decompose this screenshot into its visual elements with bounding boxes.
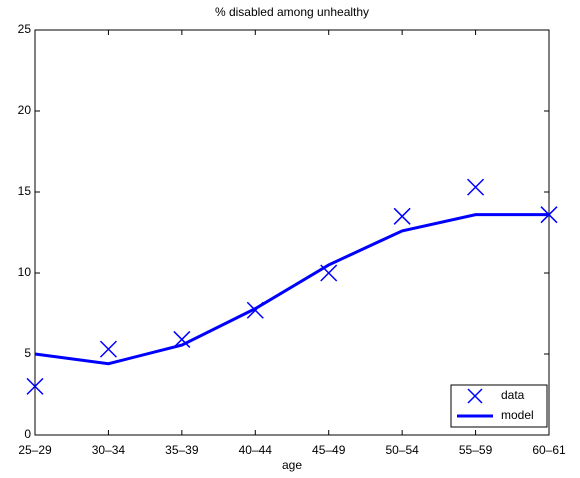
x-tick-label: 40–44 bbox=[239, 443, 273, 457]
marker bbox=[393, 207, 411, 225]
x-tick-label: 60–61 bbox=[532, 443, 566, 457]
marker bbox=[467, 178, 485, 196]
y-tick-label: 10 bbox=[18, 265, 32, 279]
legend-label: data bbox=[501, 388, 525, 402]
x-tick-label: 55–59 bbox=[459, 443, 493, 457]
x-tick-label: 30–34 bbox=[92, 443, 126, 457]
y-tick-label: 20 bbox=[18, 103, 32, 117]
x-tick-label: 25–29 bbox=[18, 443, 52, 457]
marker bbox=[99, 340, 117, 358]
legend-box bbox=[450, 384, 548, 428]
chart-title: % disabled among unhealthy bbox=[215, 5, 369, 19]
marker bbox=[467, 388, 483, 404]
marker bbox=[173, 330, 191, 348]
x-axis-label: age bbox=[282, 458, 302, 472]
y-tick-label: 25 bbox=[18, 22, 32, 36]
line bbox=[34, 213, 549, 366]
x-tick-label: 50–54 bbox=[385, 443, 419, 457]
legend: data model bbox=[450, 384, 548, 428]
plot-area bbox=[34, 29, 550, 436]
marker bbox=[26, 377, 44, 395]
x-tick-label: 45–49 bbox=[312, 443, 346, 457]
y-tick-label: 0 bbox=[24, 427, 31, 441]
y-tick-label: 5 bbox=[24, 346, 31, 360]
y-tick-label: 15 bbox=[18, 184, 32, 198]
legend-label: model bbox=[501, 408, 534, 422]
x-tick-label: 35–39 bbox=[165, 443, 199, 457]
